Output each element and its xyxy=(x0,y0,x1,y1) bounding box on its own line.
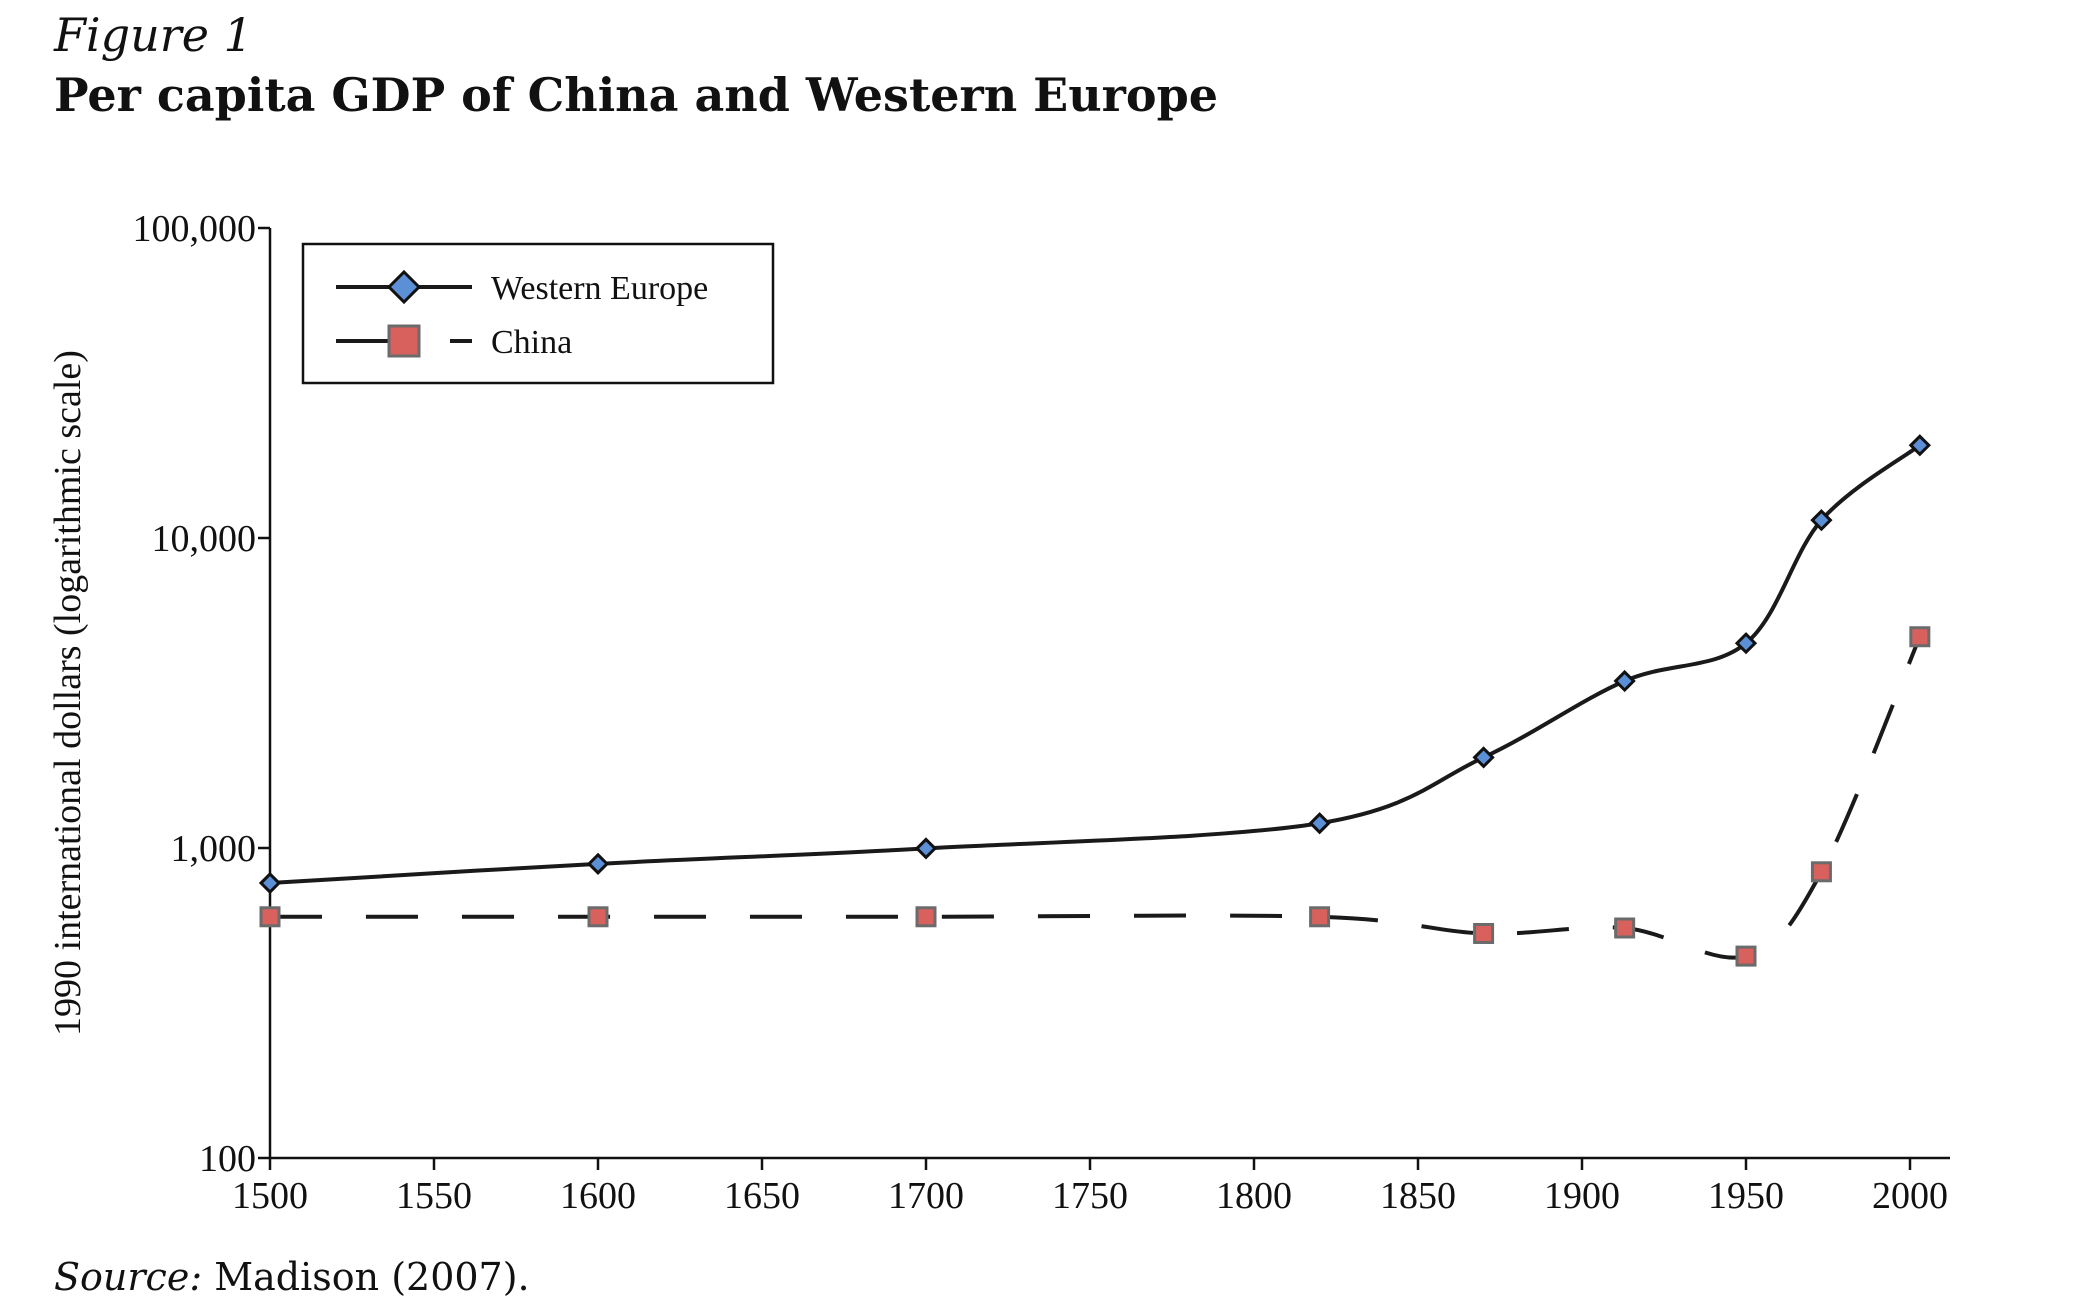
y-axis-title: 1990 international dollars (logarithmic … xyxy=(47,350,89,1036)
series-line xyxy=(270,635,1922,960)
data-point xyxy=(587,906,609,928)
x-tick-label: 2000 xyxy=(1872,1175,1948,1217)
data-point xyxy=(258,871,282,895)
data-point xyxy=(1734,632,1758,655)
series-western-europe xyxy=(258,434,1931,895)
y-tick-label: 1,000 xyxy=(171,828,257,870)
series-layer xyxy=(258,434,1931,967)
series-china xyxy=(259,626,1931,967)
data-point xyxy=(1472,746,1495,769)
x-tick-label: 1650 xyxy=(724,1175,800,1217)
source-text: Madison (2007). xyxy=(214,1255,530,1299)
series-line xyxy=(269,443,1922,886)
source-label: Source: xyxy=(54,1255,203,1299)
data-point xyxy=(1308,812,1331,835)
x-tick-label: 1700 xyxy=(888,1175,964,1217)
x-tick-label: 1950 xyxy=(1708,1175,1784,1217)
y-tick-label: 10,000 xyxy=(152,518,257,560)
y-tick-label: 100 xyxy=(199,1138,256,1180)
data-point xyxy=(1614,917,1636,939)
source-note: Source: Madison (2007). xyxy=(54,1255,530,1299)
legend-marker xyxy=(386,269,422,305)
legend: Western Europe China xyxy=(301,242,775,385)
data-point xyxy=(914,837,938,860)
data-point xyxy=(1613,669,1636,693)
data-point xyxy=(1473,922,1495,944)
legend-item: China xyxy=(336,324,572,361)
axes: 100 1,000 10,000 100,000 1500 1550 1600 1650 170… xyxy=(133,208,1950,1217)
legend-box xyxy=(301,242,775,385)
figure-label: Figure 1 xyxy=(54,8,253,62)
legend-label: Western Europe xyxy=(491,270,708,307)
y-tick-label: 100,000 xyxy=(133,208,257,250)
x-tick-label: 1800 xyxy=(1216,1175,1292,1217)
data-point xyxy=(915,906,937,928)
x-tick-label: 1500 xyxy=(232,1175,308,1217)
legend-item: Western Europe xyxy=(336,269,708,307)
data-point xyxy=(1810,509,1833,532)
x-tick-label: 1900 xyxy=(1544,1175,1620,1217)
data-point xyxy=(259,906,281,928)
chart-title: Per capita GDP of China and Western Euro… xyxy=(54,68,1219,122)
x-tick-label: 1750 xyxy=(1052,1175,1128,1217)
x-tick-label: 1550 xyxy=(396,1175,472,1217)
data-point xyxy=(1908,434,1931,457)
x-tick-label: 1600 xyxy=(560,1175,636,1217)
legend-marker xyxy=(387,324,421,358)
data-point xyxy=(1735,945,1757,967)
data-point xyxy=(586,852,610,875)
data-point xyxy=(1810,861,1832,883)
legend-label: China xyxy=(491,324,572,361)
data-point xyxy=(1309,906,1331,928)
x-tick-label: 1850 xyxy=(1380,1175,1456,1217)
data-point xyxy=(1909,626,1931,648)
